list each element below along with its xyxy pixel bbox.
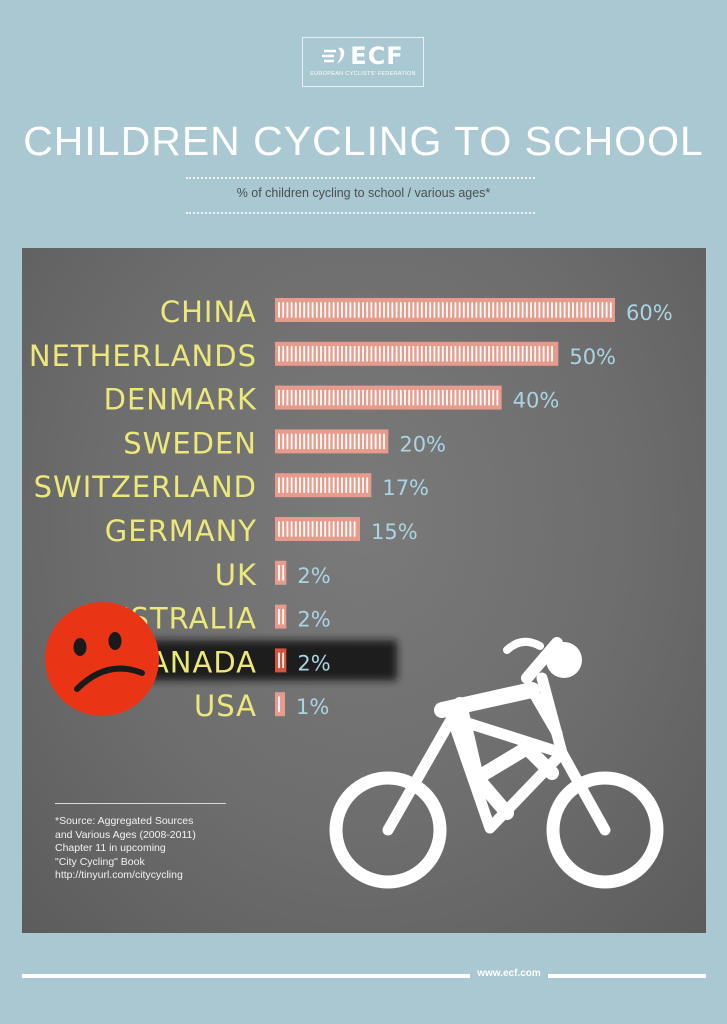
bar xyxy=(275,473,372,498)
source-footnote: *Source: Aggregated Sources and Various A… xyxy=(55,815,255,883)
divider-bottom xyxy=(186,212,535,214)
bar-chart: CHINA 60% NETHERLANDS 50% DENMARK 40% SWEDEN 20… xyxy=(29,295,673,889)
sad-face-icon xyxy=(45,602,159,716)
bar-hatching xyxy=(278,521,356,537)
chalkboard: CHINA 60% NETHERLANDS 50% DENMARK 40% SWEDEN 20… xyxy=(22,248,706,933)
page-title: CHILDREN CYCLING TO SCHOOL xyxy=(23,118,704,164)
divider-top xyxy=(186,177,535,179)
value-label: 17% xyxy=(382,476,429,500)
footnote-line: Chapter 11 in upcoming xyxy=(55,842,166,854)
ecf-logo-main: ECF xyxy=(303,42,423,70)
value-label: 50% xyxy=(569,345,616,369)
category-label: GERMANY xyxy=(105,514,257,548)
ecf-logo-icon xyxy=(322,47,345,64)
ecf-logo-mark: ECF xyxy=(350,42,404,70)
footnote-line: http://tinyurl.com/citycycling xyxy=(55,869,183,881)
category-label: CHINA xyxy=(160,295,257,329)
value-label: 20% xyxy=(399,432,446,456)
footnote-line: *Source: Aggregated Sources xyxy=(55,815,194,827)
bar-hatching xyxy=(278,564,285,581)
bar-hatching xyxy=(278,302,612,318)
bar xyxy=(275,341,559,366)
bar-hatching xyxy=(278,652,285,669)
footnote-line: and Various Ages (2008-2011) xyxy=(55,828,196,841)
bar xyxy=(275,298,615,322)
category-label: SWEDEN xyxy=(123,426,257,460)
bar xyxy=(275,429,389,454)
category-label: NETHERLANDS xyxy=(29,339,257,373)
bar xyxy=(275,648,287,673)
category-label: USA xyxy=(194,689,257,723)
footnote-divider xyxy=(55,803,226,804)
value-label: 40% xyxy=(513,389,560,413)
bar xyxy=(275,604,287,629)
chart-subtitle: % of children cycling to school / variou… xyxy=(236,186,491,200)
bar-hatching xyxy=(278,345,553,362)
cyclist-icon xyxy=(329,637,664,889)
highlight-smudge xyxy=(122,640,397,681)
category-label: UK xyxy=(215,558,257,592)
bar-hatching xyxy=(278,477,369,494)
bar xyxy=(275,692,285,717)
value-label: 2% xyxy=(297,651,330,675)
footer-bar-right xyxy=(548,974,706,978)
footer-bar-left xyxy=(22,974,470,978)
footnote-line: "City Cycling" Book xyxy=(55,855,145,868)
value-label: 2% xyxy=(297,608,330,632)
bar-hatching xyxy=(278,389,499,406)
value-label: 2% xyxy=(297,564,330,588)
value-label: 1% xyxy=(296,695,329,719)
ecf-logo[interactable]: ECF EUROPEAN CYCLISTS' FEDERATION xyxy=(302,37,424,87)
category-label: DENMARK xyxy=(104,383,257,417)
bar xyxy=(275,560,287,585)
footer-url[interactable]: www.ecf.com xyxy=(477,968,541,979)
value-label: 15% xyxy=(371,520,418,544)
bar-hatching xyxy=(278,608,285,625)
value-label: 60% xyxy=(626,301,673,325)
category-label: SWITZERLAND xyxy=(34,470,257,504)
bar-hatching xyxy=(278,433,385,450)
ecf-logo-subtitle: EUROPEAN CYCLISTS' FEDERATION xyxy=(310,71,416,77)
